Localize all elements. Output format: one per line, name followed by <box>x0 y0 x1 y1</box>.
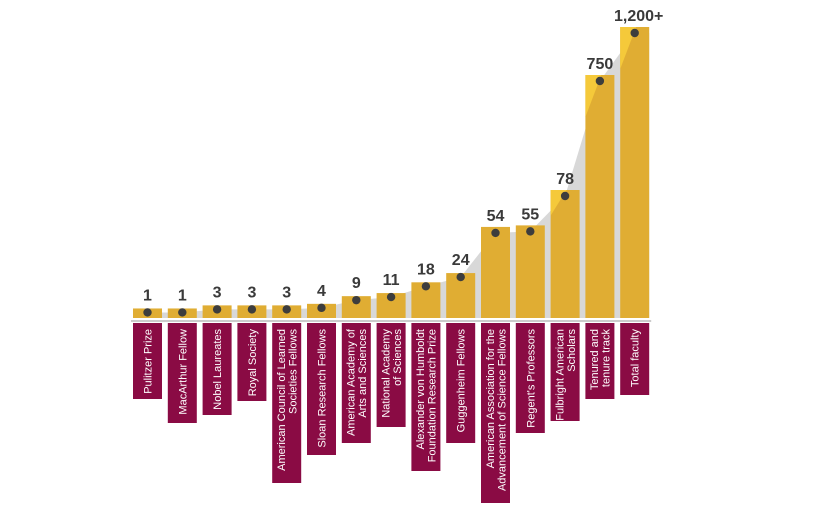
label-box-sloan-research-fellows <box>307 323 336 455</box>
value-label-guggenheim-fellows: 24 <box>452 252 470 269</box>
bar-tenured-and-tenure-track <box>585 75 615 318</box>
trend-dot-american-academy-of-arts-and-sciences <box>352 295 361 305</box>
trend-dot-guggenheim-fellows <box>456 272 465 282</box>
bars-layer <box>131 27 652 322</box>
value-label-royal-society: 3 <box>247 284 256 301</box>
bar-fulbright-american-scholars <box>550 190 580 318</box>
trend-dot-fulbright-american-scholars <box>560 191 570 201</box>
label-box-regent-s-professors <box>515 323 545 433</box>
category-label-national-academy-of-sciences: National Academyof Sciences <box>380 329 404 418</box>
category-label-american-association-for-the-advancement-of-science-fellows: American Association for theAdvancement … <box>485 329 509 492</box>
trend-dot-tenured-and-tenure-track <box>595 76 605 86</box>
trend-dot-total-faculty <box>630 28 639 38</box>
label-box-fulbright-american-scholars <box>550 323 580 421</box>
label-box-tenured-and-tenure-track <box>585 323 615 399</box>
trend-dot-macarthur-fellow <box>178 308 187 317</box>
value-label-alexander-von-humboldt-foundation-research-prize: 18 <box>417 261 435 278</box>
trend-dot-pulitzer-prize <box>143 308 152 317</box>
label-box-royal-society <box>237 323 267 401</box>
bar-highlight-fulbright-american-scholars <box>550 190 567 216</box>
bar-regent-s-professors <box>515 225 545 318</box>
value-label-american-council-of-learned-societies-fellows: 3 <box>282 284 291 301</box>
trend-dot-american-association-for-the-advancement-of-science-fellows <box>491 228 500 238</box>
trend-dot-regent-s-professors <box>526 227 535 236</box>
category-label-guggenheim-fellows: Guggenheim Fellows <box>456 329 468 433</box>
label-box-macarthur-fellow <box>167 323 197 423</box>
value-label-total-faculty: 1,200+ <box>614 8 663 25</box>
label-box-american-council-of-learned-societies-fellows <box>272 323 302 483</box>
category-label-alexander-von-humboldt-foundation-research-prize: Alexander von HumboldtFoundation Researc… <box>415 329 439 462</box>
label-box-guggenheim-fellows <box>446 323 476 443</box>
bar-american-academy-of-arts-and-sciences <box>341 296 371 318</box>
value-label-nobel-laureates: 3 <box>213 284 222 301</box>
value-label-american-association-for-the-advancement-of-science-fellows: 54 <box>487 208 505 225</box>
value-label-macarthur-fellow: 1 <box>178 287 187 304</box>
trend-dot-sloan-research-fellows <box>317 303 326 313</box>
value-label-pulitzer-prize: 1 <box>143 287 152 304</box>
trend-dot-alexander-von-humboldt-foundation-research-prize <box>421 282 431 291</box>
category-label-sloan-research-fellows: Sloan Research Fellows <box>317 329 329 448</box>
category-label-nobel-laureates: Nobel Laureates <box>212 329 224 410</box>
bar-highlight-total-faculty <box>620 27 637 69</box>
label-box-american-association-for-the-advancement-of-science-fellows <box>481 323 510 503</box>
label-box-nobel-laureates <box>202 323 232 415</box>
value-label-fulbright-american-scholars: 78 <box>556 171 574 188</box>
label-box-american-academy-of-arts-and-sciences <box>341 323 371 443</box>
bar-highlight-tenured-and-tenure-track <box>585 75 602 117</box>
trend-dot-american-council-of-learned-societies-fellows <box>282 305 291 314</box>
category-label-fulbright-american-scholars: Fulbright AmericanScholars <box>554 329 578 421</box>
category-label-american-academy-of-arts-and-sciences: American Academy ofArts and Sciences <box>346 328 370 436</box>
category-labels-layer: Pulitzer Prize MacArthur Fellow Nobel Laur… <box>133 323 650 503</box>
category-label-royal-society: Royal Society <box>247 329 259 397</box>
value-label-tenured-and-tenure-track: 750 <box>587 56 614 73</box>
value-label-sloan-research-fellows: 4 <box>317 283 326 300</box>
category-label-total-faculty: Total faculty <box>630 329 642 388</box>
bar-american-association-for-the-advancement-of-science-fellows <box>481 226 510 318</box>
value-label-american-academy-of-arts-and-sciences: 9 <box>352 275 361 292</box>
trend-dot-nobel-laureates <box>212 305 222 314</box>
category-label-macarthur-fellow: MacArthur Fellow <box>177 329 189 415</box>
label-box-alexander-von-humboldt-foundation-research-prize <box>411 323 441 471</box>
category-label-american-council-of-learned-societies-fellows: American Council of LearnedSocieties Fel… <box>276 329 300 471</box>
value-label-national-academy-of-sciences: 11 <box>383 272 400 289</box>
value-label-regent-s-professors: 55 <box>521 206 539 223</box>
category-label-tenured-and-tenure-track: Tenured andtenure track <box>589 329 613 391</box>
label-box-total-faculty <box>620 323 650 395</box>
bar-total-faculty <box>620 27 650 318</box>
category-label-pulitzer-prize: Pulitzer Prize <box>143 329 155 394</box>
trend-dot-national-academy-of-sciences <box>386 292 396 302</box>
label-box-national-academy-of-sciences <box>376 323 406 427</box>
trend-dots-layer <box>143 28 639 317</box>
trend-dot-royal-society <box>247 305 257 314</box>
category-label-regent-s-professors: Regent's Professors <box>525 329 537 428</box>
label-box-pulitzer-prize <box>133 323 162 399</box>
